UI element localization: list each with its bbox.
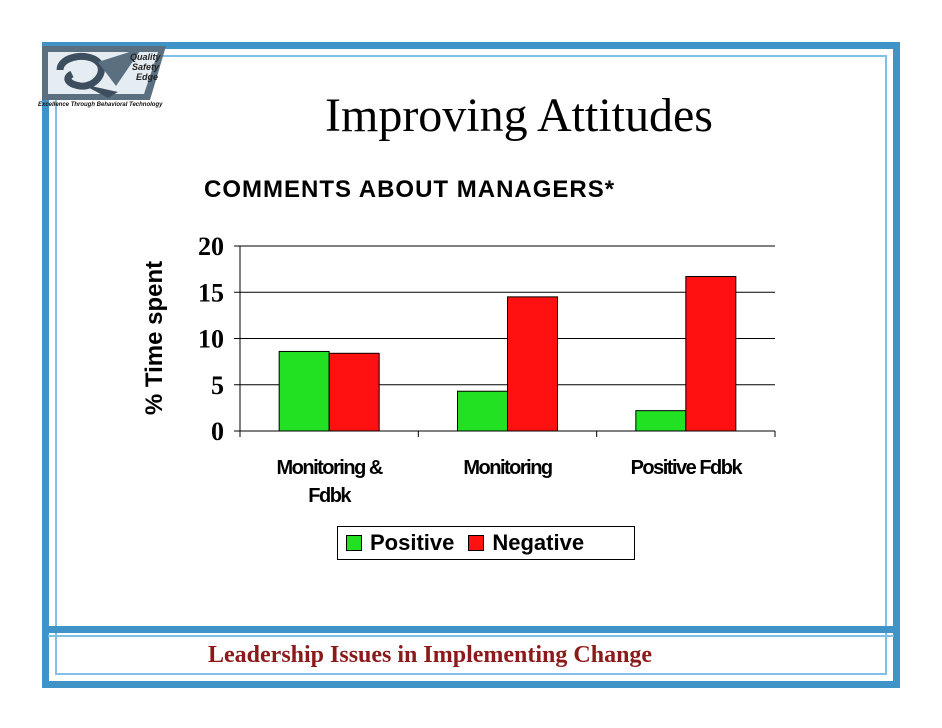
legend-item-negative: Negative [468, 530, 584, 556]
y-tick-label: 15 [198, 278, 224, 307]
logo-word: Quality [130, 52, 161, 62]
logo-words: Quality Safety Edge [130, 52, 161, 82]
x-category-label: Monitoring [463, 457, 552, 479]
slide-title: Improving Attitudes [325, 89, 713, 142]
bar-positive-0 [278, 350, 330, 432]
chart-title: COMMENTS ABOUT MANAGERS* [204, 176, 616, 203]
slide-frame-inner [55, 55, 887, 675]
x-category-label: Positive Fdbk [631, 457, 744, 479]
x-category-label: Monitoring & [277, 457, 383, 479]
legend-label: Negative [492, 530, 585, 555]
y-tick-label: 0 [211, 417, 224, 446]
legend-item-positive: Positive [346, 530, 454, 556]
y-tick-label: 20 [198, 232, 224, 261]
bar-positive-1 [457, 390, 508, 432]
legend-label: Positive [370, 530, 455, 555]
bar-positive-2 [635, 410, 687, 432]
bar-negative-2 [685, 276, 737, 432]
slide-frame [42, 42, 900, 688]
bar-negative-1 [507, 296, 558, 432]
footer-divider [42, 626, 900, 633]
quality-safety-edge-logo [42, 46, 166, 100]
y-tick-label: 5 [211, 371, 224, 400]
footer-divider-inner [48, 635, 894, 637]
y-tick-label: 10 [198, 325, 224, 354]
bar-negative-0 [328, 352, 380, 432]
logo-word: Safety [132, 62, 160, 72]
legend-swatch-positive [346, 535, 362, 551]
y-axis-title: % Time spent [141, 261, 168, 415]
logo-word: Edge [136, 72, 159, 82]
logo-tagline: Excellence Through Behavioral Technology [38, 102, 163, 108]
legend-swatch-negative [468, 535, 485, 551]
slide-footer: Leadership Issues in Implementing Change [208, 642, 653, 668]
chart-legend: Positive Negative [337, 526, 635, 560]
x-category-label: Fdbk [308, 485, 352, 507]
